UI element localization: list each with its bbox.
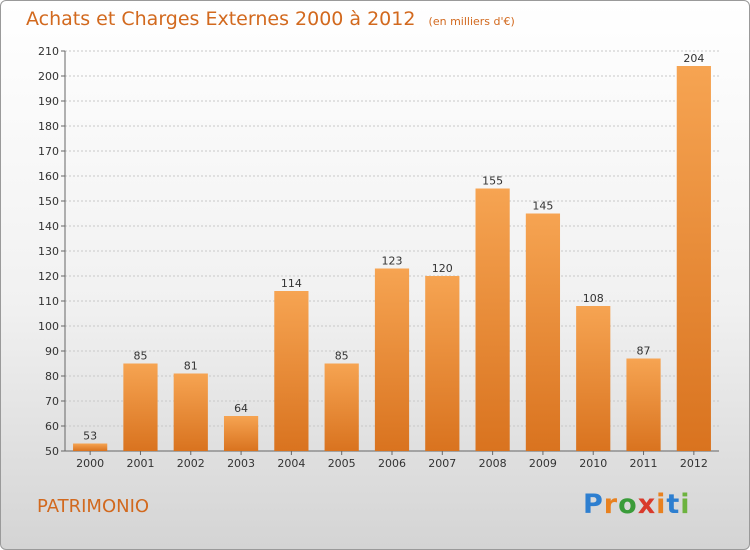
proxiti-logo[interactable]: Proxiti: [583, 489, 691, 520]
y-tick-label: 120: [38, 270, 59, 283]
chart-title-text: Achats et Charges Externes 2000 à 2012: [26, 8, 416, 30]
data-label-2011: 87: [637, 345, 651, 358]
y-tick-label: 70: [45, 395, 59, 408]
bar-2010: [576, 306, 611, 451]
x-tick-label-2010: 2010: [579, 457, 607, 470]
data-label-2000: 53: [83, 430, 97, 443]
bar-2006: [374, 268, 410, 451]
logo-letter: P: [583, 489, 604, 520]
logo-letter: x: [637, 489, 657, 520]
x-tick-label-2012: 2012: [680, 457, 708, 470]
x-tick-label-2007: 2007: [428, 457, 456, 470]
data-label-2010: 108: [583, 292, 604, 305]
bar-2001: [123, 363, 158, 451]
x-tick-label-2011: 2011: [630, 457, 658, 470]
y-tick-label: 150: [38, 195, 59, 208]
data-label-2002: 81: [184, 360, 198, 373]
y-tick-label: 160: [38, 170, 59, 183]
chart-unit: (en milliers d'€): [428, 15, 515, 28]
data-label-2012: 204: [683, 52, 704, 65]
bar-2003: [223, 416, 259, 451]
y-tick-label: 190: [38, 95, 59, 108]
x-tick-label-2000: 2000: [76, 457, 104, 470]
labels: 53 2000 85 2001 81 2002 64 2003 114 2004 85 2005 123…: [76, 52, 708, 470]
bar-2007: [425, 276, 460, 451]
bar-2000: [73, 443, 108, 451]
bar-2005: [324, 363, 359, 451]
logo-letter: i: [680, 489, 691, 520]
bar-2011: [626, 358, 661, 451]
data-label-2009: 145: [532, 200, 553, 213]
place-name: PATRIMONIO: [37, 496, 150, 517]
bar-2008: [475, 188, 510, 451]
x-tick-label-2005: 2005: [328, 457, 356, 470]
y-tick-label: 110: [38, 295, 59, 308]
logo-letter: o: [618, 489, 638, 520]
data-label-2001: 85: [133, 350, 147, 363]
data-label-2003: 64: [234, 402, 248, 415]
y-tick-label: 210: [38, 45, 59, 58]
y-tick-label: 60: [45, 420, 59, 433]
bars: [73, 66, 711, 451]
x-tick-label-2002: 2002: [177, 457, 205, 470]
x-tick-label-2001: 2001: [126, 457, 154, 470]
y-tick-label: 140: [38, 220, 59, 233]
bar-2004: [274, 291, 309, 451]
y-tick-label: 100: [38, 320, 59, 333]
data-label-2005: 85: [335, 350, 349, 363]
bar-2009: [525, 213, 561, 451]
chart-title: Achats et Charges Externes 2000 à 2012 (…: [26, 8, 515, 30]
data-label-2007: 120: [432, 262, 453, 275]
y-tick-label: 180: [38, 120, 59, 133]
data-label-2008: 155: [482, 175, 503, 188]
x-tick-label-2008: 2008: [479, 457, 507, 470]
y-tick-label: 80: [45, 370, 59, 383]
y-tick-label: 130: [38, 245, 59, 258]
logo-letter: t: [666, 489, 681, 520]
y-tick-label: 170: [38, 145, 59, 158]
x-tick-label-2009: 2009: [529, 457, 557, 470]
logo-letter: i: [656, 489, 667, 520]
x-tick-label-2003: 2003: [227, 457, 255, 470]
x-tick-label-2006: 2006: [378, 457, 406, 470]
x-tick-label-2004: 2004: [277, 457, 305, 470]
data-label-2006: 123: [382, 255, 403, 268]
y-tick-label: 50: [45, 445, 59, 458]
data-label-2004: 114: [281, 277, 302, 290]
logo-letter: r: [603, 489, 619, 520]
y-tick-label: 200: [38, 70, 59, 83]
bar-2012: [676, 66, 711, 451]
bar-2002: [173, 373, 208, 451]
y-tick-label: 90: [45, 345, 59, 358]
